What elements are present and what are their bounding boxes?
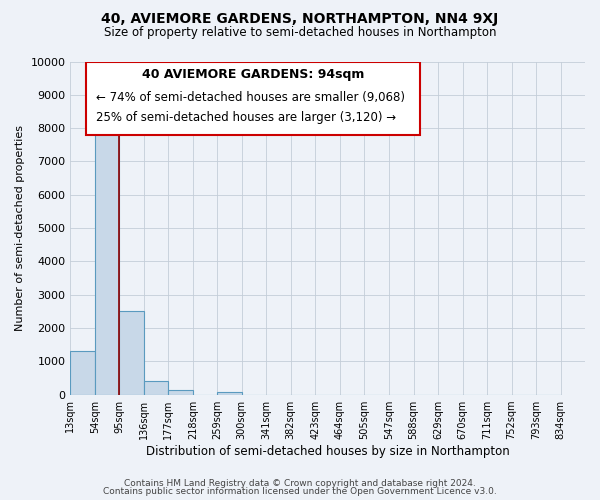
Text: Contains public sector information licensed under the Open Government Licence v3: Contains public sector information licen… <box>103 486 497 496</box>
X-axis label: Distribution of semi-detached houses by size in Northampton: Distribution of semi-detached houses by … <box>146 444 509 458</box>
Bar <box>95 126 119 394</box>
Text: 40, AVIEMORE GARDENS, NORTHAMPTON, NN4 9XJ: 40, AVIEMORE GARDENS, NORTHAMPTON, NN4 9… <box>101 12 499 26</box>
FancyBboxPatch shape <box>86 62 421 135</box>
Text: Size of property relative to semi-detached houses in Northampton: Size of property relative to semi-detach… <box>104 26 496 39</box>
Y-axis label: Number of semi-detached properties: Number of semi-detached properties <box>15 125 25 331</box>
Bar <box>70 352 95 395</box>
Bar <box>144 382 169 394</box>
Bar <box>119 310 144 394</box>
Bar <box>217 392 242 394</box>
Text: 25% of semi-detached houses are larger (3,120) →: 25% of semi-detached houses are larger (… <box>96 112 396 124</box>
Text: Contains HM Land Registry data © Crown copyright and database right 2024.: Contains HM Land Registry data © Crown c… <box>124 478 476 488</box>
Text: ← 74% of semi-detached houses are smaller (9,068): ← 74% of semi-detached houses are smalle… <box>96 92 405 104</box>
Text: 40 AVIEMORE GARDENS: 94sqm: 40 AVIEMORE GARDENS: 94sqm <box>142 68 364 81</box>
Bar <box>169 390 193 394</box>
